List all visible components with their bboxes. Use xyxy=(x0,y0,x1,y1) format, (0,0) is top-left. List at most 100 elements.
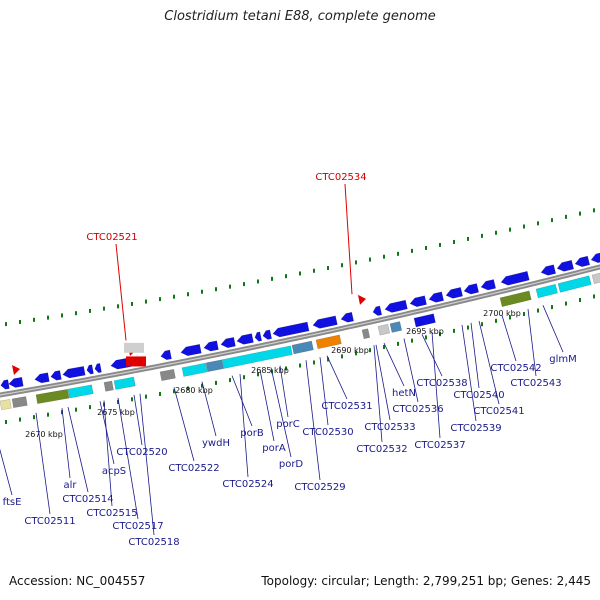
density-dot xyxy=(327,357,329,362)
gene-label-ctc02534: CTC02534 xyxy=(315,172,366,183)
density-dot xyxy=(5,419,7,424)
cds-feature xyxy=(94,363,102,373)
gene-label-ctc02531: CTC02531 xyxy=(321,401,372,412)
cds-shape xyxy=(377,323,391,336)
cds-shape xyxy=(535,283,558,299)
cds-feature xyxy=(557,275,592,293)
cds-feature xyxy=(86,364,94,375)
density-dot xyxy=(285,366,287,371)
kbp-tick-label: 2700 kbp xyxy=(483,309,521,318)
gene-label-ctc02536: CTC02536 xyxy=(392,404,443,415)
density-dot xyxy=(551,218,553,223)
density-dot xyxy=(215,287,217,292)
density-dot xyxy=(495,318,497,323)
density-dot xyxy=(341,263,343,268)
cds-shape xyxy=(86,364,94,375)
cds-feature xyxy=(556,259,575,272)
density-dot xyxy=(425,245,427,250)
gene-label-ctc02540: CTC02540 xyxy=(453,390,504,401)
map-title: Clostridium tetani E88, complete genome xyxy=(164,9,436,24)
density-dot xyxy=(33,317,35,322)
leader-line xyxy=(431,331,441,439)
density-dot xyxy=(159,297,161,302)
density-dot xyxy=(579,211,581,216)
density-dot xyxy=(327,266,329,271)
density-dot xyxy=(243,282,245,287)
cds-feature xyxy=(203,340,219,352)
genome-backbone xyxy=(0,264,600,398)
leader-line xyxy=(501,315,517,362)
cds-feature xyxy=(62,366,86,379)
cds-shape xyxy=(389,321,403,333)
cds-shape xyxy=(0,379,10,390)
cds-shape xyxy=(591,271,600,285)
density-dot xyxy=(467,325,469,330)
cds-feature xyxy=(315,334,342,350)
cds-feature xyxy=(113,376,136,390)
density-dot xyxy=(397,341,399,346)
leader-line xyxy=(319,357,329,426)
cds-shape xyxy=(221,345,293,369)
accession-text: Accession: NC_004557 xyxy=(9,574,146,588)
leader-line-highlight xyxy=(115,243,127,341)
cds-feature xyxy=(262,329,272,340)
gene-label-ctc02538: CTC02538 xyxy=(416,378,467,389)
density-dot xyxy=(159,391,161,396)
leader-line-highlight xyxy=(344,183,353,295)
density-dot xyxy=(509,227,511,232)
gene-label-glmm: glmM xyxy=(549,354,577,365)
density-dot xyxy=(481,233,483,238)
leader-line xyxy=(103,400,113,507)
cds-shape xyxy=(590,251,600,263)
density-dot xyxy=(61,410,63,415)
density-dot xyxy=(523,224,525,229)
cds-feature xyxy=(499,290,532,307)
density-dot xyxy=(299,271,301,276)
density-dot xyxy=(187,292,189,297)
density-dot xyxy=(89,405,91,410)
density-dot xyxy=(537,308,539,313)
density-dot xyxy=(593,208,595,213)
cds-feature xyxy=(377,323,391,336)
gene-label-alr: alr xyxy=(63,480,77,491)
gene-label-ctc02520: CTC02520 xyxy=(116,447,167,458)
density-dot xyxy=(215,380,217,385)
gene-label-ctc02539: CTC02539 xyxy=(450,423,501,434)
cds-feature xyxy=(540,264,557,276)
gene-label-ctc02517: CTC02517 xyxy=(112,521,163,532)
cds-shape xyxy=(428,291,444,303)
density-dot xyxy=(425,335,427,340)
leader-line xyxy=(173,387,195,462)
gene-label-hetn: hetN xyxy=(392,388,416,399)
cds-shape xyxy=(463,283,479,295)
cds-feature xyxy=(535,283,558,299)
cds-feature xyxy=(372,305,383,316)
cds-feature xyxy=(103,380,114,392)
cds-shape xyxy=(340,311,354,323)
cds-feature xyxy=(181,362,208,377)
density-dot xyxy=(201,289,203,294)
cds-feature xyxy=(236,333,254,345)
cds-shape xyxy=(254,331,262,342)
cds-shape xyxy=(181,362,208,377)
cds-feature xyxy=(220,337,236,348)
density-dot xyxy=(117,399,119,404)
leader-line xyxy=(279,365,289,418)
density-dot xyxy=(467,236,469,241)
density-dot xyxy=(229,284,231,289)
density-dot xyxy=(537,221,539,226)
cds-feature xyxy=(34,372,50,384)
cds-feature xyxy=(0,379,10,390)
density-dot xyxy=(355,351,357,356)
gene-label-ftse: ftsE xyxy=(3,497,22,508)
cds-feature xyxy=(389,321,403,333)
cds-shape xyxy=(557,275,592,293)
cds-shape xyxy=(540,264,557,276)
cds-feature xyxy=(8,376,24,388)
leader-line xyxy=(259,369,275,442)
density-dot xyxy=(453,328,455,333)
density-dot xyxy=(75,407,77,412)
cds-feature xyxy=(445,287,463,299)
density-dot xyxy=(19,417,21,422)
leader-line xyxy=(403,338,419,403)
